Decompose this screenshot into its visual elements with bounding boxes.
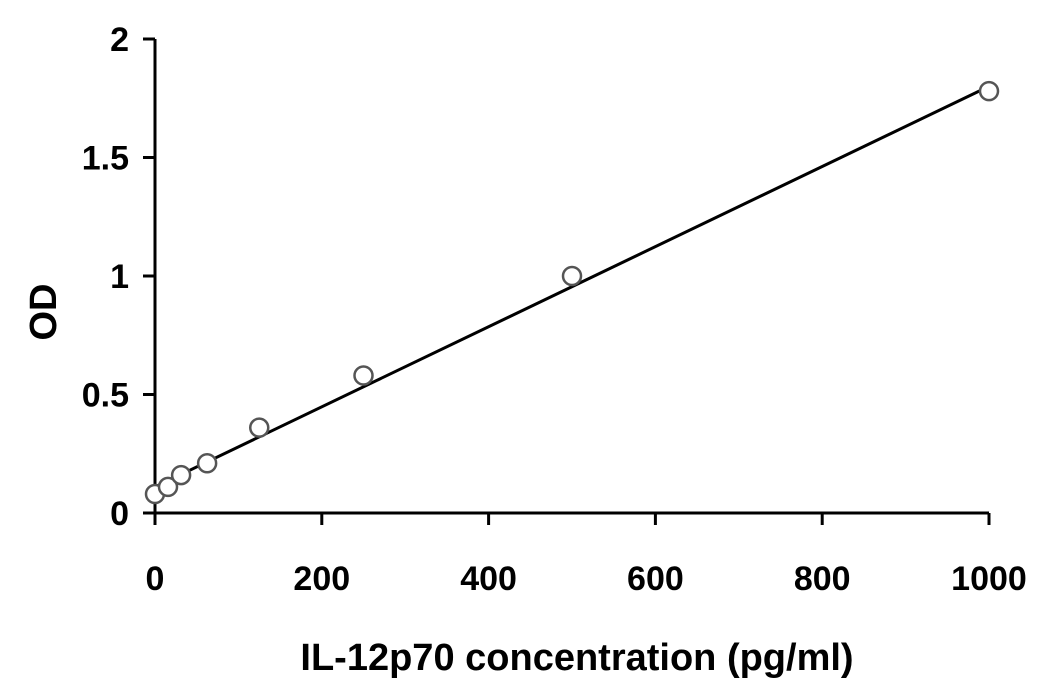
x-tick-label: 1000 bbox=[951, 560, 1027, 598]
y-tick-label: 0 bbox=[110, 495, 129, 533]
x-tick-label: 0 bbox=[146, 560, 165, 598]
data-point bbox=[196, 452, 218, 474]
x-tick-label: 200 bbox=[293, 560, 350, 598]
x-tick-label: 600 bbox=[627, 560, 684, 598]
y-tick-label: 1 bbox=[110, 258, 129, 296]
data-point bbox=[978, 80, 1000, 102]
data-point bbox=[353, 365, 374, 386]
y-tick-label: 1.5 bbox=[82, 140, 129, 178]
data-point bbox=[170, 464, 192, 486]
x-axis-ticks: 0 200 400 600 800 1000 bbox=[146, 513, 1027, 598]
y-tick-label: 0.5 bbox=[82, 377, 129, 415]
data-points bbox=[144, 80, 1000, 505]
x-tick-label: 800 bbox=[794, 560, 851, 598]
y-axis-title: OD bbox=[23, 284, 65, 341]
data-point bbox=[561, 265, 583, 287]
data-point bbox=[157, 476, 179, 498]
y-tick-label: 2 bbox=[110, 21, 129, 59]
y-axis-ticks: 0 0.5 1 1.5 2 bbox=[82, 21, 155, 533]
x-tick-label: 400 bbox=[460, 560, 517, 598]
linear-trendline bbox=[154, 85, 990, 489]
data-point bbox=[249, 417, 270, 438]
x-axis-title: IL-12p70 concentration (pg/ml) bbox=[300, 637, 853, 679]
